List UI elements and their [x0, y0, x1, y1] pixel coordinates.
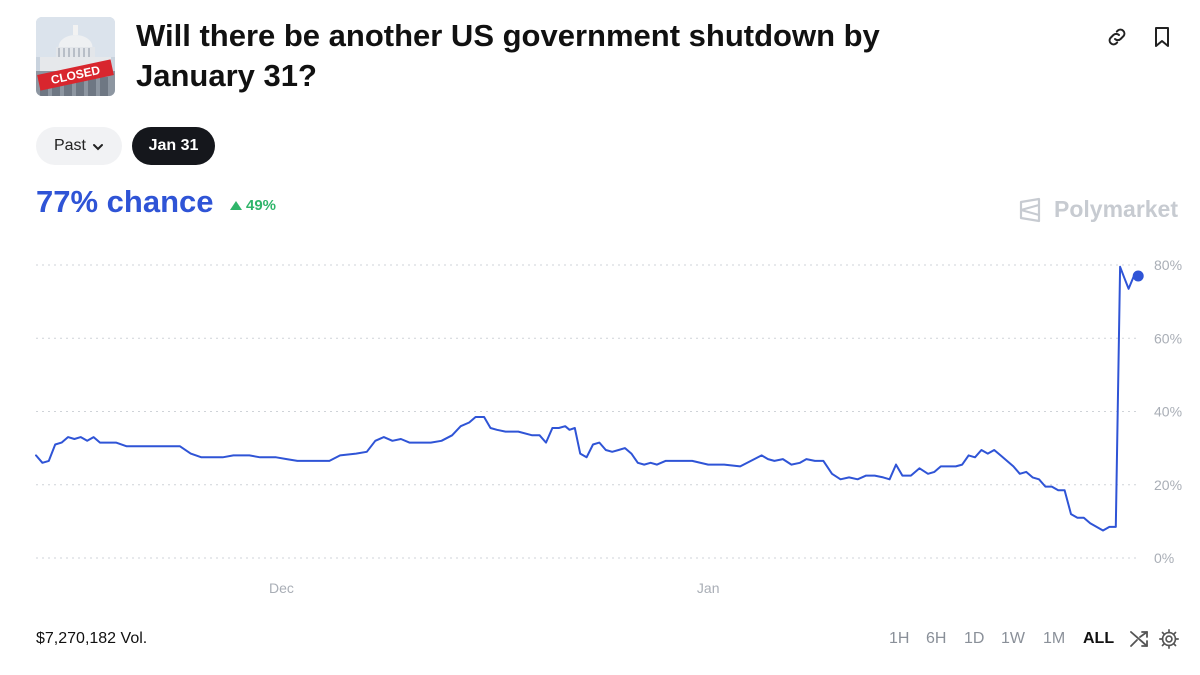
gear-icon[interactable]	[1158, 628, 1180, 650]
polymarket-icon	[1019, 197, 1041, 222]
chance-value: 77% chance	[36, 184, 214, 219]
past-dropdown[interactable]: Past	[36, 127, 122, 165]
link-icon[interactable]	[1105, 25, 1129, 49]
y-tick-label: 0%	[1154, 550, 1174, 566]
date-pill-jan-31[interactable]: Jan 31	[132, 127, 215, 165]
y-tick-label: 40%	[1154, 404, 1182, 420]
brand-name: Polymarket	[1054, 196, 1179, 222]
chart-series-line	[35, 265, 1140, 532]
shuffle-icon[interactable]	[1128, 628, 1150, 650]
range-1w[interactable]: 1W	[1001, 630, 1025, 647]
market-title: Will there be another US government shut…	[136, 18, 880, 93]
y-tick-label: 60%	[1154, 330, 1182, 346]
volume-text: $7,270,182 Vol.	[36, 630, 148, 647]
chart-current-point	[1132, 270, 1144, 282]
chevron-down-icon	[92, 140, 104, 152]
y-tick-label: 20%	[1154, 477, 1182, 493]
polymarket-logo: Polymarket	[1018, 196, 1178, 223]
range-all[interactable]: ALL	[1083, 630, 1115, 647]
x-tick-label: Dec	[269, 580, 294, 596]
y-tick-label: 80%	[1154, 257, 1182, 273]
x-tick-label: Jan	[697, 580, 720, 596]
range-1h[interactable]: 1H	[889, 630, 910, 647]
delta-value: 49%	[246, 197, 277, 214]
range-1d[interactable]: 1D	[964, 630, 985, 647]
range-6h[interactable]: 6H	[926, 630, 947, 647]
price-chart[interactable]: 0% 20% 40% 60% 80% Dec Jan	[0, 240, 1200, 610]
range-1m[interactable]: 1M	[1043, 630, 1066, 647]
market-thumbnail: CLOSED	[36, 17, 115, 96]
past-label: Past	[53, 137, 86, 154]
bookmark-icon[interactable]	[1150, 25, 1174, 49]
triangle-up-icon	[230, 201, 242, 210]
delta-badge: 49%	[230, 197, 276, 214]
